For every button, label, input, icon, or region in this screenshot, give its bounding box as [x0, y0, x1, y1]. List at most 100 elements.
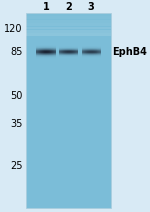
Bar: [45, 46, 46, 47]
Bar: [49, 45, 50, 46]
Bar: [51, 55, 52, 56]
Bar: [40, 49, 41, 50]
Bar: [51, 53, 52, 54]
Bar: [39, 50, 40, 51]
Bar: [50, 45, 51, 46]
Bar: [44, 48, 45, 49]
Bar: [55, 46, 56, 47]
Bar: [39, 54, 40, 55]
Bar: [41, 55, 42, 56]
Bar: [46, 48, 47, 49]
Bar: [45, 51, 46, 52]
Bar: [48, 55, 49, 56]
Text: 85: 85: [10, 47, 23, 57]
Bar: [45, 52, 46, 53]
Bar: [46, 58, 47, 59]
Bar: [39, 57, 40, 58]
Bar: [40, 53, 41, 54]
Bar: [36, 47, 37, 48]
Bar: [49, 53, 50, 54]
Bar: [55, 58, 56, 59]
Bar: [49, 56, 50, 57]
Bar: [51, 58, 52, 59]
Bar: [26, 13, 111, 208]
Bar: [55, 51, 56, 52]
Bar: [53, 57, 54, 58]
Bar: [48, 47, 49, 48]
Bar: [37, 46, 38, 47]
Bar: [46, 46, 47, 47]
Bar: [37, 52, 38, 53]
Bar: [50, 48, 51, 49]
Bar: [53, 54, 54, 55]
Bar: [41, 45, 42, 46]
Bar: [50, 50, 51, 51]
Bar: [43, 53, 44, 54]
Bar: [53, 48, 54, 49]
Bar: [43, 51, 44, 52]
Bar: [41, 50, 42, 51]
Text: 2: 2: [65, 2, 72, 13]
Bar: [26, 10, 111, 13]
Bar: [47, 53, 48, 54]
Bar: [52, 56, 53, 57]
Bar: [42, 56, 43, 57]
Bar: [50, 53, 51, 54]
Bar: [51, 50, 52, 51]
Bar: [46, 55, 47, 56]
Bar: [44, 58, 45, 59]
Bar: [38, 47, 39, 48]
Bar: [54, 49, 55, 50]
Bar: [50, 57, 51, 58]
Bar: [43, 54, 44, 55]
Bar: [38, 51, 39, 52]
Bar: [43, 56, 44, 57]
Bar: [55, 50, 56, 51]
Bar: [44, 54, 45, 55]
Bar: [39, 58, 40, 59]
Bar: [43, 55, 44, 56]
Bar: [41, 56, 42, 57]
Bar: [49, 46, 50, 47]
Bar: [55, 57, 56, 58]
Bar: [53, 58, 54, 59]
Bar: [47, 50, 48, 51]
Bar: [51, 57, 52, 58]
Bar: [42, 47, 43, 48]
Bar: [36, 55, 37, 56]
Bar: [52, 58, 53, 59]
Bar: [52, 46, 53, 47]
Bar: [41, 51, 42, 52]
Bar: [26, 26, 111, 29]
Bar: [41, 47, 42, 48]
Bar: [40, 45, 41, 46]
Bar: [48, 48, 49, 49]
Bar: [46, 45, 47, 46]
Bar: [48, 56, 49, 57]
Bar: [38, 52, 39, 53]
Bar: [43, 49, 44, 50]
Bar: [46, 57, 47, 58]
Bar: [47, 47, 48, 48]
Bar: [38, 56, 39, 57]
Bar: [51, 52, 52, 53]
Bar: [37, 56, 38, 57]
Bar: [54, 48, 55, 49]
Bar: [52, 52, 53, 53]
Bar: [51, 54, 52, 55]
Bar: [53, 52, 54, 53]
Bar: [37, 45, 38, 46]
Bar: [36, 50, 37, 51]
Bar: [47, 52, 48, 53]
Bar: [45, 47, 46, 48]
Bar: [39, 56, 40, 57]
Bar: [36, 48, 37, 49]
Bar: [54, 50, 55, 51]
Bar: [44, 47, 45, 48]
Bar: [41, 54, 42, 55]
Bar: [36, 52, 37, 53]
Bar: [52, 50, 53, 51]
Bar: [50, 56, 51, 57]
Bar: [26, 13, 111, 16]
Bar: [53, 47, 54, 48]
